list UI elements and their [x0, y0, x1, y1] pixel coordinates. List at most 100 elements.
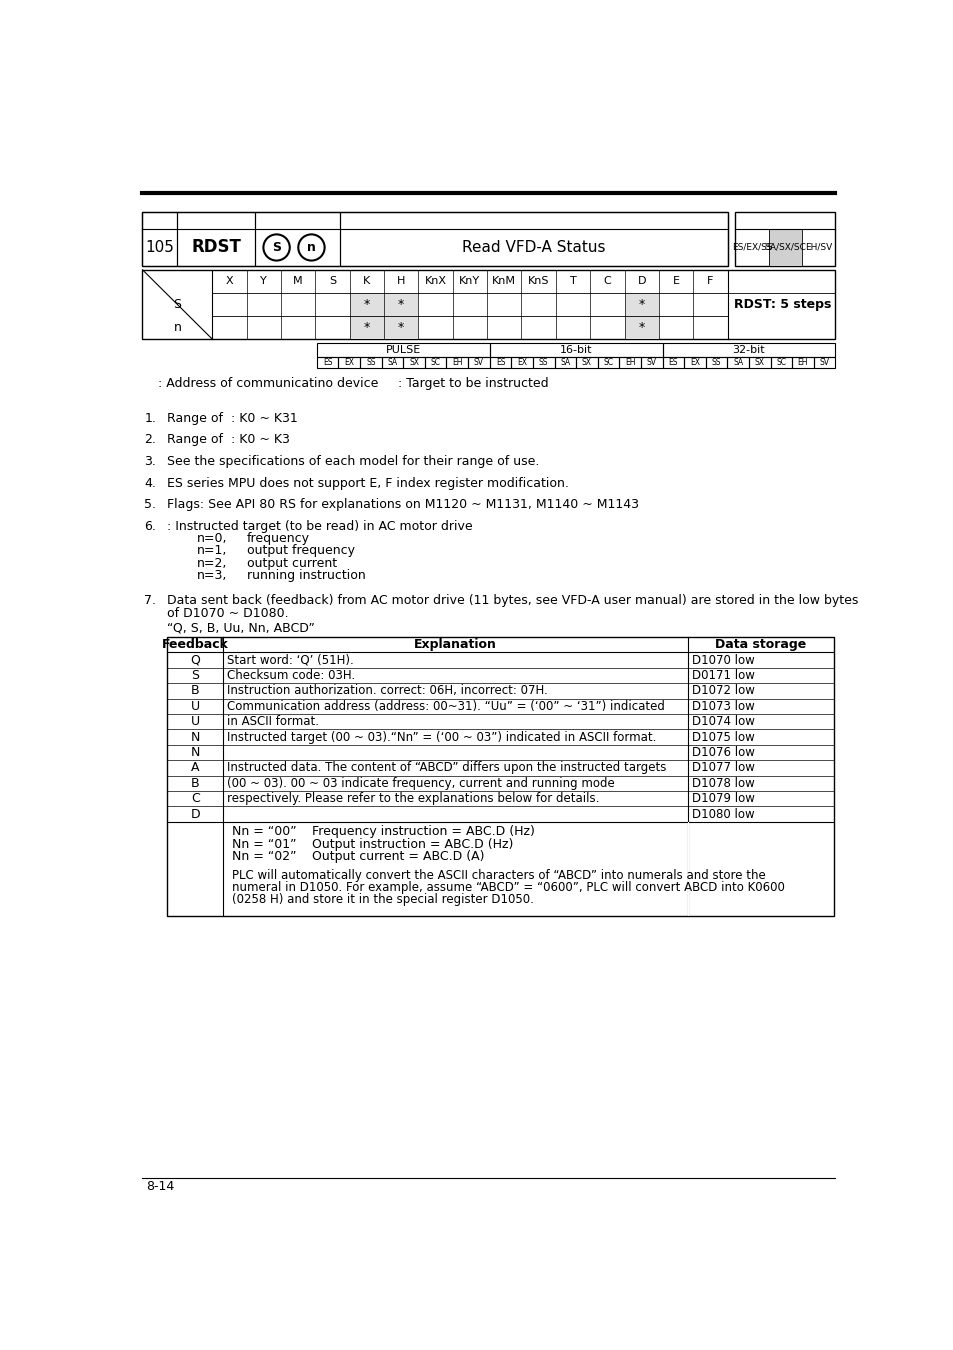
Text: SS: SS [366, 358, 375, 367]
Bar [340, 212, 727, 266]
Text: n=0,: n=0, [196, 532, 227, 545]
Text: N: N [191, 747, 200, 759]
Text: Instruction authorization. correct: 06H, incorrect: 07H.: Instruction authorization. correct: 06H,… [227, 684, 547, 698]
Text: respectively. Please refer to the explanations below for details.: respectively. Please refer to the explan… [227, 792, 598, 806]
Bar [598, 356, 618, 369]
Text: SA: SA [559, 358, 570, 367]
Text: D1076 low: D1076 low [691, 747, 754, 759]
Text: RDST: RDST [191, 239, 241, 256]
Text: 8-14: 8-14 [146, 1180, 174, 1192]
Bar [254, 212, 340, 266]
Bar [533, 356, 554, 369]
Text: Output instruction = ABC.D (Hz): Output instruction = ABC.D (Hz) [312, 838, 513, 850]
Text: D: D [191, 807, 200, 821]
Text: PULSE: PULSE [385, 344, 420, 355]
Bar [142, 270, 835, 339]
Text: EX: EX [344, 358, 354, 367]
Text: Explanation: Explanation [414, 639, 497, 651]
Bar [726, 356, 748, 369]
Text: B: B [191, 684, 199, 698]
Text: *: * [363, 321, 370, 333]
Text: SA: SA [387, 358, 397, 367]
Text: SS: SS [711, 358, 720, 367]
Text: SC: SC [430, 358, 440, 367]
Bar [142, 212, 177, 266]
Text: frequency: frequency [247, 532, 310, 545]
Text: output current: output current [247, 556, 337, 570]
Bar [316, 343, 489, 356]
Bar [791, 356, 813, 369]
Text: *: * [397, 321, 404, 333]
Text: Read VFD-A Status: Read VFD-A Status [461, 240, 605, 255]
Text: D1075 low: D1075 low [691, 730, 754, 744]
Text: K: K [363, 277, 370, 286]
Text: X: X [225, 277, 233, 286]
Text: Nn = “02”: Nn = “02” [233, 850, 296, 863]
Text: ES series MPU does not support E, F index register modification.: ES series MPU does not support E, F inde… [167, 477, 569, 490]
Text: 6.: 6. [145, 520, 156, 533]
Text: SA: SA [732, 358, 742, 367]
Text: D: D [637, 277, 645, 286]
Text: See the specifications of each model for their range of use.: See the specifications of each model for… [167, 455, 539, 468]
Text: Y: Y [260, 277, 267, 286]
Text: n: n [173, 321, 181, 333]
Text: D1079 low: D1079 low [691, 792, 754, 806]
Bar [489, 356, 511, 369]
Text: 32-bit: 32-bit [732, 344, 764, 355]
Text: in ASCII format.: in ASCII format. [227, 716, 318, 728]
Text: EX: EX [517, 358, 527, 367]
Text: Nn = “00”: Nn = “00” [233, 825, 296, 838]
Text: C: C [603, 277, 611, 286]
Bar [489, 343, 661, 356]
Text: Flags: See API 80 RS for explanations on M1120 ~ M1131, M1140 ~ M1143: Flags: See API 80 RS for explanations on… [167, 498, 639, 512]
Text: KnS: KnS [527, 277, 549, 286]
Text: H: H [396, 277, 405, 286]
Text: S: S [173, 298, 181, 311]
Bar [640, 356, 661, 369]
Text: ES: ES [496, 358, 505, 367]
Text: SS: SS [538, 358, 548, 367]
Text: 16-bit: 16-bit [559, 344, 592, 355]
Text: D1078 low: D1078 low [691, 776, 754, 790]
Text: T: T [569, 277, 576, 286]
Text: SX: SX [409, 358, 418, 367]
Text: Range of  : K0 ~ K31: Range of : K0 ~ K31 [167, 412, 297, 425]
Text: PLC will automatically convert the ASCII characters of “ABCD” into numerals and : PLC will automatically convert the ASCII… [233, 868, 765, 882]
Text: 4.: 4. [145, 477, 156, 490]
Text: KnM: KnM [492, 277, 516, 286]
Bar [468, 356, 489, 369]
Bar [384, 293, 418, 316]
Text: numeral in D1050. For example, assume “ABCD” = “0600”, PLC will convert ABCD int: numeral in D1050. For example, assume “A… [233, 880, 784, 894]
Text: running instruction: running instruction [247, 568, 366, 582]
Text: D1080 low: D1080 low [691, 807, 754, 821]
Text: D1072 low: D1072 low [691, 684, 754, 698]
Text: EH: EH [624, 358, 635, 367]
Text: *: * [397, 298, 404, 311]
Bar [618, 356, 640, 369]
Text: n=3,: n=3, [196, 568, 227, 582]
Text: : Target to be instructed: : Target to be instructed [397, 377, 548, 390]
Text: Instructed data. The content of “ABCD” differs upon the instructed targets: Instructed data. The content of “ABCD” d… [227, 761, 665, 775]
Text: SV: SV [819, 358, 829, 367]
Text: 7.: 7. [144, 594, 156, 606]
Bar [683, 356, 705, 369]
Text: ES: ES [668, 358, 678, 367]
Bar [735, 212, 835, 266]
Bar [554, 356, 576, 369]
Text: B: B [191, 776, 199, 790]
Text: D0171 low: D0171 low [691, 670, 754, 682]
Text: 3.: 3. [145, 455, 156, 468]
Text: A: A [191, 761, 199, 775]
Text: : Instructed target (to be read) in AC motor drive: : Instructed target (to be read) in AC m… [167, 520, 473, 533]
Text: 105: 105 [146, 240, 174, 255]
Bar [624, 293, 659, 316]
Text: ES/EX/SS: ES/EX/SS [731, 243, 772, 252]
Bar [770, 356, 791, 369]
Bar [142, 212, 727, 266]
Text: EH: EH [797, 358, 807, 367]
Text: (00 ~ 03). 00 ~ 03 indicate frequency, current and running mode: (00 ~ 03). 00 ~ 03 indicate frequency, c… [227, 776, 614, 790]
Bar [705, 356, 726, 369]
Bar [403, 356, 424, 369]
Text: 1.: 1. [145, 412, 156, 425]
Bar [316, 356, 338, 369]
